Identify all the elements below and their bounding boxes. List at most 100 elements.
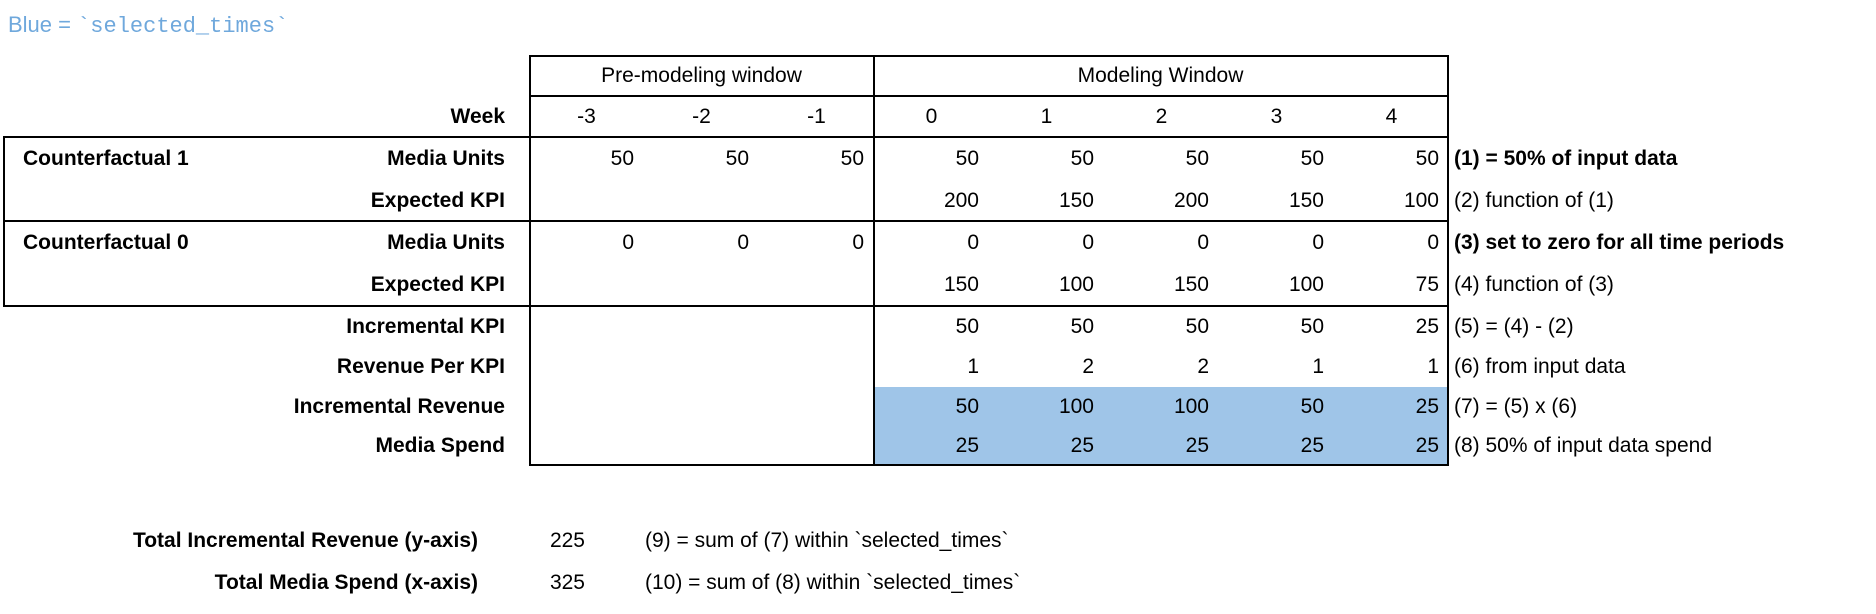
row-expected-kpi-cf0: Expected KPI 150 100 150 100 75 (4) func… [0,264,1876,306]
border-line [3,305,1449,307]
border-line [3,136,1449,138]
cell: 50 [1300,395,1324,418]
cell: 50 [1415,147,1439,170]
legend-code: `selected_times` [77,14,289,39]
note-6: (6) from input data [1454,355,1626,378]
cell: 2 [1197,355,1209,378]
cell: 75 [1415,273,1439,296]
cell: 50 [610,147,634,170]
note-5: (5) = (4) - (2) [1454,315,1574,338]
note-8: (8) 50% of input data spend [1454,434,1713,457]
row-label: Media Units [387,147,505,170]
cell: 100 [1403,189,1439,212]
cell: 1 [967,355,979,378]
cell: 25 [1415,395,1439,418]
cell: 50 [1070,315,1094,338]
row-media-spend: Media Spend 25 25 25 25 25 (8) 50% of in… [0,427,1876,465]
cell: 50 [955,315,979,338]
header-row: Pre-modeling window Modeling Window [0,55,1876,97]
border-line [3,136,5,307]
cell: 25 [1415,315,1439,338]
border-line [1447,55,1449,466]
border-line [529,464,1449,466]
cell: 25 [1300,434,1324,457]
cell: 150 [943,273,979,296]
border-line [529,55,1449,57]
total-media-spend-value: 325 [549,571,585,594]
cell: 50 [1185,147,1209,170]
cell: 100 [1288,273,1324,296]
cell: 150 [1058,189,1094,212]
row-media-units-cf1: Counterfactual 1 Media Units 50 50 50 50… [0,138,1876,180]
row-incremental-kpi: Incremental KPI 50 50 50 50 25 (5) = (4)… [0,307,1876,347]
note-3: (3) set to zero for all time periods [1454,231,1785,254]
week-cell: 1 [1040,105,1053,128]
cell: 0 [1427,231,1439,254]
header-modeling: Modeling Window [1077,64,1244,87]
cell: 150 [1288,189,1324,212]
cell: 50 [1070,147,1094,170]
week-cell: -2 [692,105,711,128]
cell: 50 [955,395,979,418]
cell: 50 [840,147,864,170]
border-line [529,95,1449,97]
total-incremental-revenue-value: 225 [549,529,585,552]
row-label: Expected KPI [370,273,505,296]
note-2: (2) function of (1) [1454,189,1614,212]
week-cell: 3 [1270,105,1283,128]
cell: 0 [1312,231,1324,254]
note-7: (7) = (5) x (6) [1454,395,1578,418]
week-cell: 4 [1385,105,1398,128]
week-cell: 2 [1155,105,1168,128]
cell: 25 [1185,434,1209,457]
cell: 25 [1415,434,1439,457]
border-line [529,55,531,466]
cell: 0 [1197,231,1209,254]
cell: 200 [1173,189,1209,212]
total-media-spend-label: Total Media Spend (x-axis) [214,571,478,594]
cell: 2 [1082,355,1094,378]
cell: 50 [955,147,979,170]
total-media-spend-note: (10) = sum of (8) within `selected_times… [645,571,1021,594]
cell: 200 [943,189,979,212]
row-incremental-revenue: Incremental Revenue 50 100 100 50 25 (7)… [0,387,1876,427]
cell: 1 [1312,355,1324,378]
cell: 100 [1173,395,1209,418]
row-label: Media Units [387,231,505,254]
total-incremental-revenue-label: Total Incremental Revenue (y-axis) [132,529,478,552]
cell: 50 [725,147,749,170]
border-line [873,55,875,466]
cell: 0 [967,231,979,254]
week-cell: -3 [577,105,596,128]
total-incremental-revenue-note: (9) = sum of (7) within `selected_times` [645,529,1009,552]
group-name-cf1: Counterfactual 1 [23,147,189,170]
week-row: Week -3 -2 -1 0 1 2 3 4 [0,97,1876,137]
row-revenue-per-kpi: Revenue Per KPI 1 2 2 1 1 (6) from input… [0,347,1876,387]
cell: 150 [1173,273,1209,296]
row-label: Incremental Revenue [293,395,505,418]
row-label: Expected KPI [370,189,505,212]
week-cell: 0 [925,105,938,128]
row-label: Incremental KPI [346,315,505,338]
cell: 0 [1082,231,1094,254]
cell: 100 [1058,395,1094,418]
cell: 1 [1427,355,1439,378]
row-label: Revenue Per KPI [336,355,505,378]
cell: 50 [1185,315,1209,338]
cell: 100 [1058,273,1094,296]
header-pre-modeling: Pre-modeling window [601,64,802,87]
legend: Blue = `selected_times` [8,12,288,39]
cell: 50 [1300,315,1324,338]
row-media-units-cf0: Counterfactual 0 Media Units 0 0 0 0 0 0… [0,222,1876,264]
cell: 0 [622,231,634,254]
note-4: (4) function of (3) [1454,273,1614,296]
total-media-spend-row: Total Media Spend (x-axis) 325 (10) = su… [0,568,1876,598]
total-incremental-revenue-row: Total Incremental Revenue (y-axis) 225 (… [0,526,1876,556]
cell: 50 [1300,147,1324,170]
row-label: Media Spend [375,434,505,457]
cell: 25 [1070,434,1094,457]
legend-label: Blue = [8,12,78,37]
cell: 0 [737,231,749,254]
week-cell: -1 [807,105,826,128]
week-row-label: Week [450,105,505,128]
